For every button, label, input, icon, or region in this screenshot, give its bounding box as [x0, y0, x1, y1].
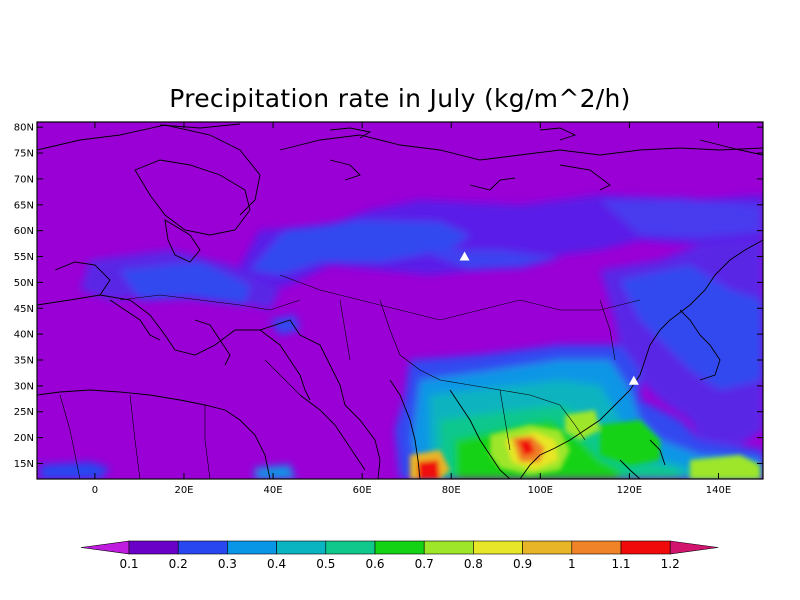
colorbar-bin [423, 540, 474, 555]
colorbar-bin [227, 540, 277, 555]
lat-tick-label: 20N [14, 433, 34, 444]
lat-tick-label: 30N [14, 381, 34, 392]
lon-tick-label: 140E [706, 485, 731, 496]
high-precip-cores [410, 410, 760, 479]
lat-tick-label: 40N [14, 330, 34, 341]
lon-tick-label: 40E [264, 485, 283, 496]
lat-tick-label: 45N [14, 304, 34, 315]
lon-tick-label: 80E [442, 485, 461, 496]
colorbar-level-label: 0.5 [316, 557, 335, 571]
colorbar-bin [325, 540, 376, 555]
lat-tick-label: 15N [14, 459, 34, 470]
longitude-axis: 0 20E 40E 60E 80E 100E 120E 140E [92, 122, 731, 496]
lon-tick-label: 120E [617, 485, 642, 496]
colorbar-bin [473, 540, 523, 555]
precipitation-field [37, 122, 763, 479]
lat-tick-label: 35N [14, 356, 34, 367]
colorbar-max-arrow [669, 540, 719, 555]
latitude-axis: 80N 75N 70N 65N 60N 55N 50N 45N 40N 35N 30N 25N 20N 1… [14, 123, 763, 470]
colorbar-level-label: 1 [568, 557, 576, 571]
colorbar: 0.1 0.2 0.3 0.4 0.5 0.6 0.7 0.8 0.9 1 1.1 1.2 [80, 540, 719, 571]
colorbar-level-label: 0.1 [119, 557, 138, 571]
lat-tick-label: 60N [14, 226, 34, 237]
station-marker-siberia [459, 251, 470, 261]
station-marker-shanghai [628, 375, 639, 385]
coastlines [37, 123, 763, 479]
country-borders [59, 274, 641, 479]
lon-tick-label: 20E [174, 485, 193, 496]
lon-tick-label: 60E [353, 485, 372, 496]
colorbar-level-label: 1.1 [611, 557, 630, 571]
colorbar-level-label: 1.2 [661, 557, 680, 571]
colorbar-level-label: 0.9 [513, 557, 532, 571]
lat-tick-label: 70N [14, 174, 34, 185]
colorbar-level-label: 0.7 [415, 557, 434, 571]
colorbar-bin [620, 540, 671, 555]
lat-tick-label: 25N [14, 407, 34, 418]
colorbar-bin [374, 540, 425, 555]
lon-tick-label: 0 [92, 485, 98, 496]
colorbar-level-label: 0.3 [218, 557, 237, 571]
colorbar-bin [522, 540, 573, 555]
colorbar-level-label: 0.2 [169, 557, 188, 571]
lat-tick-label: 50N [14, 278, 34, 289]
lat-tick-label: 80N [14, 123, 34, 134]
lat-tick-label: 65N [14, 200, 34, 211]
colorbar-level-label: 0.8 [464, 557, 483, 571]
colorbar-bin [128, 540, 179, 555]
colorbar-min-arrow [80, 540, 130, 555]
colorbar-bin [276, 540, 327, 555]
map-title: Precipitation rate in July (kg/m^2/h) [169, 84, 631, 113]
station-markers [459, 251, 639, 385]
colorbar-level-label: 0.4 [267, 557, 286, 571]
map-frame [36, 121, 764, 480]
lon-tick-label: 100E [528, 485, 553, 496]
colorbar-bin [571, 540, 622, 555]
colorbar-bin [177, 540, 228, 555]
colorbar-level-label: 0.6 [365, 557, 384, 571]
lat-tick-label: 75N [14, 149, 34, 160]
lat-tick-label: 55N [14, 252, 34, 263]
